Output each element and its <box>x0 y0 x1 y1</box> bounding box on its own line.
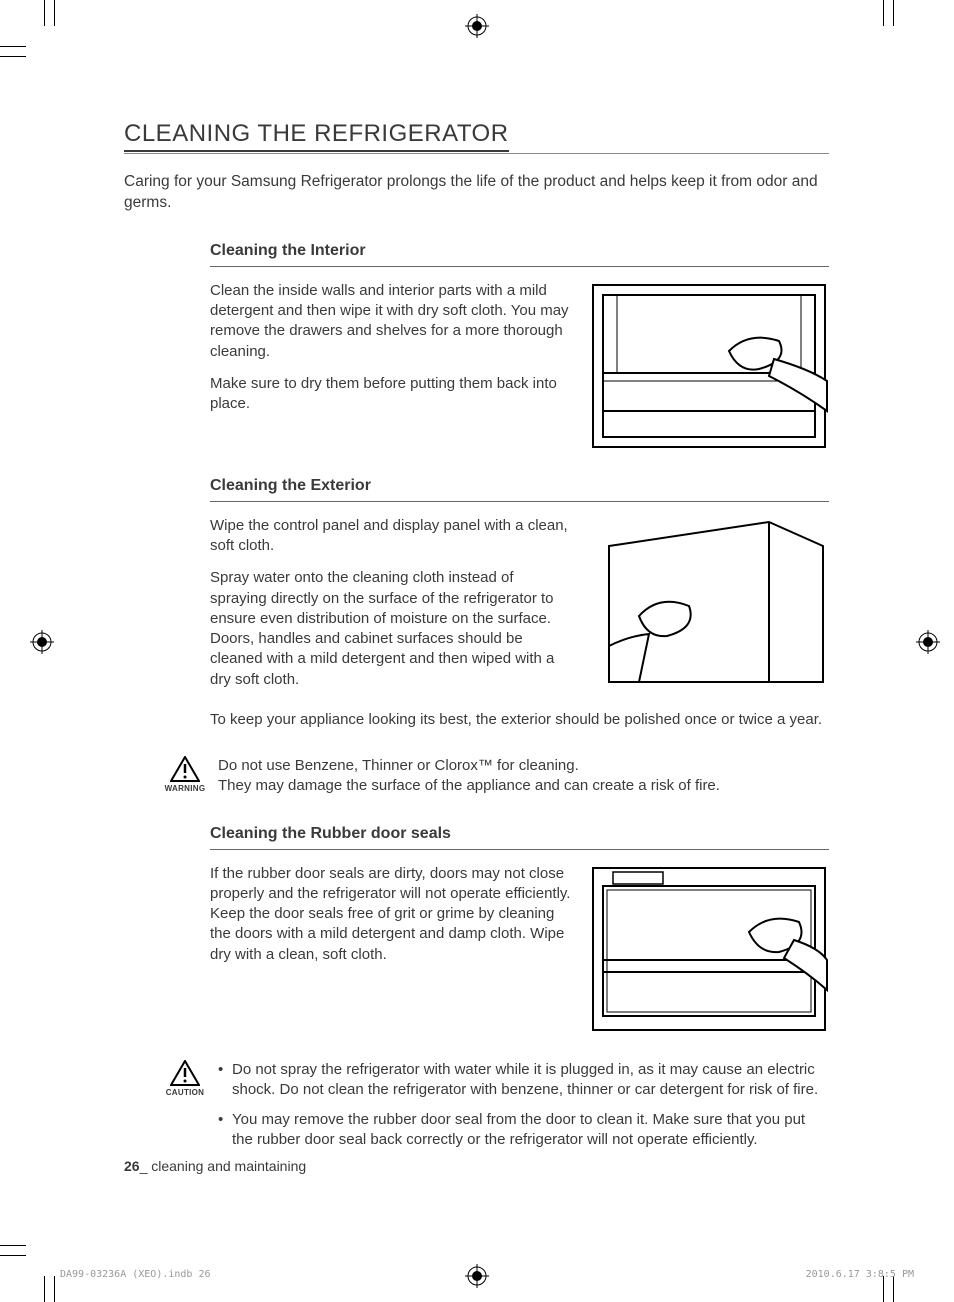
section-interior: Cleaning the Interior Clean the inside w… <box>210 242 829 451</box>
page-footer: 26_ cleaning and maintaining <box>124 1158 306 1174</box>
caution-text: Do not spray the refrigerator with water… <box>218 1060 829 1161</box>
seals-illustration <box>589 864 829 1034</box>
crop-mark <box>44 1276 45 1302</box>
crop-mark <box>0 1245 26 1246</box>
section-title: Cleaning the Interior <box>210 242 829 267</box>
page-content: CLEANING THE REFRIGERATOR Caring for you… <box>124 120 829 1189</box>
registration-mark-icon <box>916 630 940 654</box>
registration-mark-icon <box>465 14 489 38</box>
main-title: CLEANING THE REFRIGERATOR <box>124 120 829 154</box>
registration-mark-icon <box>30 630 54 654</box>
caution-notice: CAUTION Do not spray the refrigerator wi… <box>162 1060 829 1161</box>
caution-item: Do not spray the refrigerator with water… <box>218 1060 829 1101</box>
print-timestamp: 2010.6.17 3:8:5 PM <box>806 1269 914 1280</box>
section-seals: Cleaning the Rubber door seals If the ru… <box>210 825 829 1034</box>
section-exterior: Cleaning the Exterior Wipe the control p… <box>210 477 829 730</box>
exterior-illustration <box>589 516 829 686</box>
section-text: If the rubber door seals are dirty, door… <box>210 864 571 965</box>
footer-section: _ cleaning and maintaining <box>140 1158 307 1174</box>
crop-mark <box>0 1255 26 1256</box>
caution-item: You may remove the rubber door seal from… <box>218 1110 829 1151</box>
section-text: Clean the inside walls and interior part… <box>210 281 571 427</box>
warning-icon: WARNING <box>162 756 208 793</box>
section-text: To keep your appliance looking its best,… <box>210 710 829 730</box>
section-title: Cleaning the Exterior <box>210 477 829 502</box>
warning-notice: WARNING Do not use Benzene, Thinner or C… <box>162 756 829 797</box>
crop-mark <box>893 0 894 26</box>
crop-mark <box>54 0 55 26</box>
page-number: 26 <box>124 1158 140 1174</box>
print-file: DA99-03236A (XEO).indb 26 <box>60 1269 211 1280</box>
interior-illustration <box>589 281 829 451</box>
crop-mark <box>883 0 884 26</box>
section-title: Cleaning the Rubber door seals <box>210 825 829 850</box>
crop-mark <box>44 0 45 26</box>
crop-mark <box>0 46 26 47</box>
print-footer: DA99-03236A (XEO).indb 26 2010.6.17 3:8:… <box>60 1269 914 1280</box>
section-text: Wipe the control panel and display panel… <box>210 516 571 702</box>
crop-mark <box>54 1276 55 1302</box>
warning-text: Do not use Benzene, Thinner or Clorox™ f… <box>218 756 829 797</box>
crop-mark <box>0 56 26 57</box>
intro-text: Caring for your Samsung Refrigerator pro… <box>124 172 829 214</box>
caution-icon: CAUTION <box>162 1060 208 1097</box>
